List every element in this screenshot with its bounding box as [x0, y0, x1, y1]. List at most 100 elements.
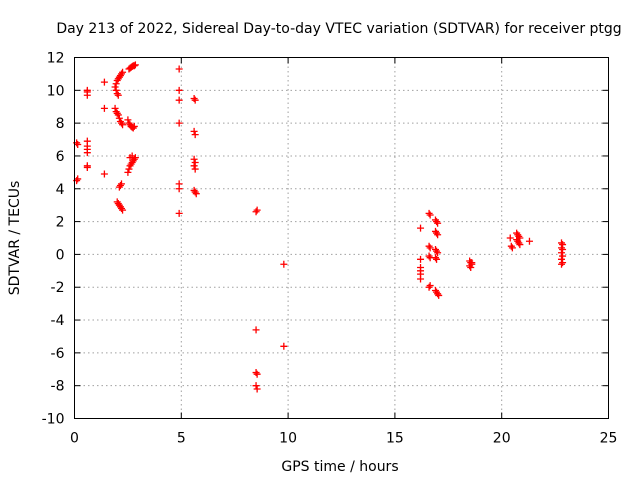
data-point	[508, 244, 516, 252]
data-point	[117, 180, 125, 188]
data-points	[73, 61, 567, 393]
data-point	[433, 247, 441, 255]
y-tick-label: 12	[47, 51, 65, 67]
data-point	[467, 264, 475, 272]
data-point	[130, 122, 138, 130]
data-point	[192, 190, 200, 198]
data-point	[425, 209, 433, 217]
data-point	[115, 114, 123, 122]
data-point	[175, 209, 183, 217]
x-tick-label: 20	[493, 431, 511, 447]
data-point	[515, 239, 523, 247]
data-point	[434, 219, 442, 227]
y-tick-label: -4	[51, 313, 65, 329]
data-point	[191, 159, 199, 167]
data-point	[191, 188, 199, 196]
data-point	[113, 109, 121, 117]
y-tick-label: -10	[42, 412, 65, 428]
data-point	[425, 283, 433, 291]
data-point	[175, 96, 183, 104]
data-point	[507, 242, 515, 250]
y-tick-label: -8	[51, 379, 65, 395]
y-tick-label: 10	[47, 83, 65, 99]
y-tick-label: 0	[56, 247, 65, 263]
grid	[74, 57, 609, 419]
data-point	[253, 385, 261, 393]
data-point	[130, 62, 138, 70]
chart-title: Day 213 of 2022, Sidereal Day-to-day VTE…	[56, 21, 621, 37]
data-point	[191, 165, 199, 173]
data-point	[190, 95, 198, 103]
data-point	[114, 111, 122, 119]
data-point	[253, 206, 261, 214]
data-point	[252, 208, 260, 216]
x-tick-labels: 0 5 10 15 20 25	[70, 431, 617, 447]
data-point	[190, 162, 198, 170]
data-point	[100, 170, 108, 178]
data-point	[426, 244, 434, 252]
data-point	[191, 131, 199, 139]
data-point	[175, 65, 183, 73]
x-tick-label: 15	[386, 431, 404, 447]
x-tick-label: 10	[279, 431, 297, 447]
data-point	[119, 121, 127, 129]
data-point	[558, 249, 566, 257]
data-point	[417, 255, 425, 263]
data-point	[124, 116, 132, 124]
axis-ticks	[74, 57, 609, 419]
data-point	[100, 78, 108, 86]
data-point	[83, 86, 91, 94]
data-point	[117, 119, 125, 127]
data-point	[525, 237, 533, 245]
plot-frame	[74, 57, 609, 419]
data-point	[190, 155, 198, 163]
data-point	[128, 152, 136, 160]
data-point	[119, 206, 127, 214]
data-point	[100, 104, 108, 112]
y-tick-label: 6	[56, 149, 65, 165]
data-point	[116, 181, 124, 189]
y-axis-label: SDTVAR / TECUs	[7, 181, 23, 296]
y-tick-labels: -10 -8 -6 -4 -2 0 2 4 6 8 10 12	[42, 51, 65, 428]
data-point	[426, 211, 434, 219]
data-point	[280, 342, 288, 350]
data-point	[83, 163, 91, 171]
x-tick-label: 0	[70, 431, 79, 447]
data-point	[124, 168, 132, 176]
data-point	[191, 96, 199, 104]
data-point	[131, 61, 139, 69]
data-point	[433, 218, 441, 226]
data-point	[434, 290, 442, 298]
data-point	[433, 229, 441, 237]
data-point	[426, 282, 434, 290]
data-point	[175, 119, 183, 127]
data-point	[125, 165, 133, 173]
data-point	[435, 291, 443, 299]
data-point	[433, 255, 441, 263]
data-point	[280, 260, 288, 268]
data-point	[252, 382, 260, 390]
data-point	[83, 149, 91, 157]
data-point	[252, 326, 260, 334]
data-point	[190, 127, 198, 135]
x-tick-label: 25	[600, 431, 618, 447]
data-point	[113, 90, 121, 98]
y-tick-label: 4	[56, 182, 65, 198]
x-tick-label: 5	[177, 431, 186, 447]
data-point	[117, 204, 125, 212]
data-point	[114, 91, 122, 99]
data-point	[559, 252, 567, 260]
data-point	[74, 140, 82, 148]
data-point	[425, 242, 433, 250]
data-point	[112, 86, 120, 94]
data-point	[434, 231, 442, 239]
data-point	[558, 260, 566, 268]
data-point	[74, 175, 82, 183]
data-point	[516, 241, 524, 249]
data-point	[506, 234, 514, 242]
data-point	[252, 369, 260, 377]
data-point	[425, 252, 433, 260]
y-tick-label: 8	[56, 116, 65, 132]
data-point	[111, 83, 119, 91]
